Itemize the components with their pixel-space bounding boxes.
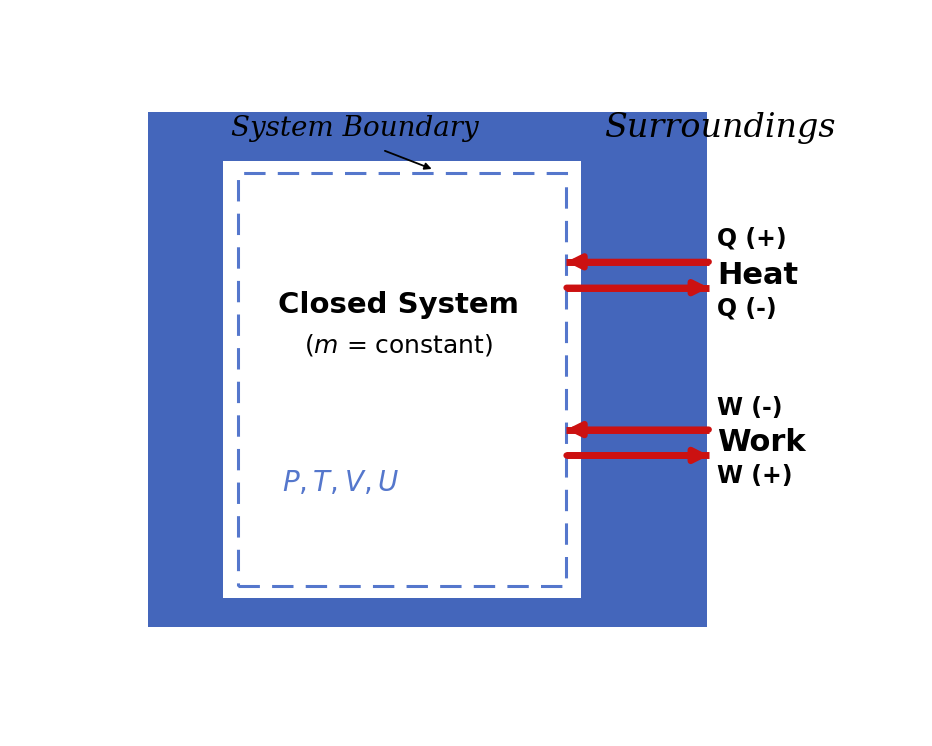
Bar: [224, 161, 581, 598]
Text: W (+): W (+): [718, 464, 793, 488]
Text: ($m$ = constant): ($m$ = constant): [304, 332, 493, 358]
Text: Work: Work: [718, 427, 806, 457]
Bar: [238, 173, 567, 586]
Text: Q (-): Q (-): [718, 297, 777, 321]
Bar: [147, 113, 707, 627]
Text: System Boundary: System Boundary: [231, 116, 479, 142]
Text: Closed System: Closed System: [278, 291, 518, 319]
Text: $P, T, V, U$: $P, T, V, U$: [281, 469, 399, 497]
Text: Heat: Heat: [718, 260, 799, 289]
Text: Q (+): Q (+): [718, 227, 788, 251]
Text: W (-): W (-): [718, 396, 783, 420]
Text: Surroundings: Surroundings: [604, 113, 835, 145]
